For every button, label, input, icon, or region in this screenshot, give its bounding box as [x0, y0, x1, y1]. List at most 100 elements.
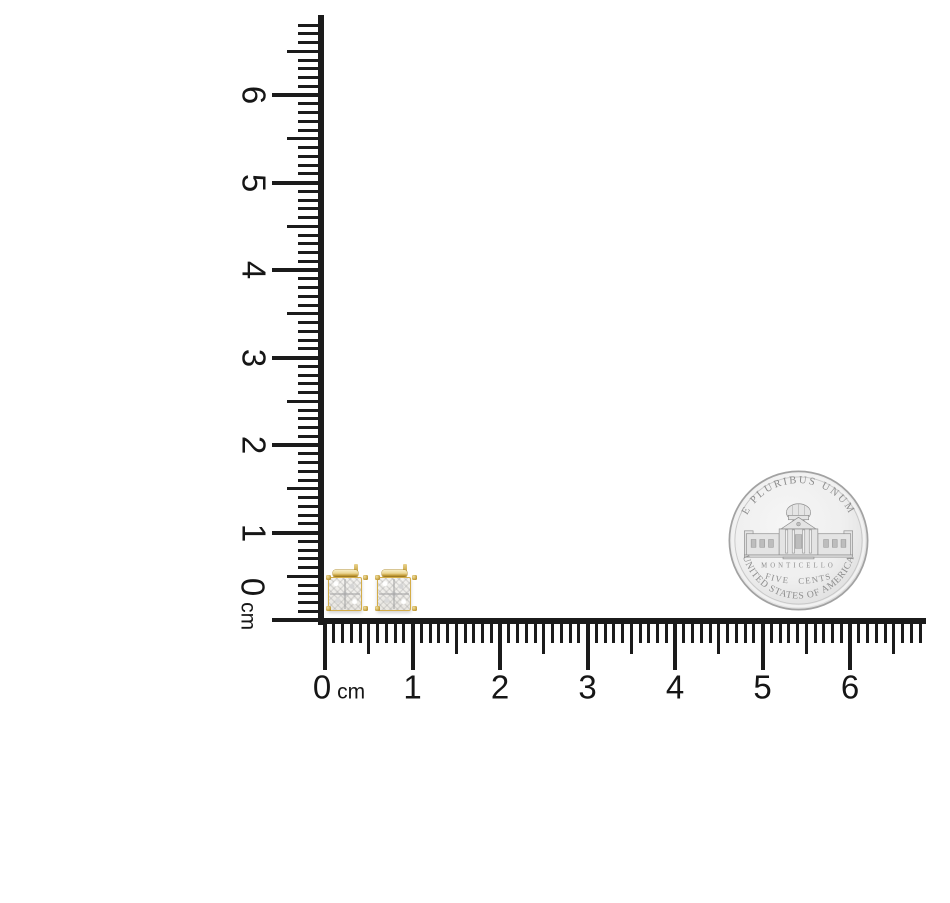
v-ruler-tick	[298, 347, 318, 351]
h-ruler-tick	[638, 624, 642, 643]
v-ruler-tick	[272, 530, 318, 535]
wing-window	[750, 539, 757, 548]
v-ruler-tick	[298, 408, 318, 412]
v-ruler-tick	[298, 294, 318, 298]
h-ruler-tick	[874, 624, 878, 643]
column	[785, 529, 789, 554]
earring-prong	[326, 606, 331, 611]
h-ruler-tick	[726, 624, 729, 643]
h-ruler-tick	[341, 624, 344, 643]
wing-window	[832, 539, 838, 548]
h-ruler-tick	[524, 624, 528, 643]
v-ruler-tick	[298, 522, 318, 526]
v-ruler-tick	[298, 391, 318, 394]
v-ruler-tick	[298, 207, 318, 211]
h-ruler-tick	[796, 624, 799, 643]
v-ruler-tick	[298, 251, 318, 254]
earring-prong	[326, 575, 331, 580]
v-ruler-tick	[298, 76, 318, 79]
v-unit-label: cm	[236, 602, 260, 631]
h-ruler-tick	[323, 624, 327, 670]
v-ruler-label-5: 5	[235, 173, 273, 192]
stud-earring-left	[326, 564, 368, 614]
h-ruler-tick	[621, 624, 624, 643]
h-ruler-tick	[410, 624, 415, 670]
column	[808, 529, 812, 554]
h-ruler-tick	[787, 624, 791, 643]
v-ruler-tick	[298, 539, 318, 543]
v-ruler-tick	[298, 233, 318, 237]
v-ruler-tick	[298, 189, 318, 193]
h-ruler-tick	[454, 624, 458, 654]
earring-top-bar	[382, 570, 407, 577]
h-ruler-tick	[472, 624, 476, 643]
earring-prong	[412, 575, 417, 580]
v-ruler-tick	[298, 426, 318, 429]
earring-prong	[375, 575, 380, 580]
v-ruler-tick	[298, 478, 318, 482]
v-ruler-tick	[298, 548, 318, 552]
v-ruler-tick	[298, 329, 318, 333]
v-ruler-tick	[298, 504, 318, 508]
v-ruler-tick	[298, 601, 318, 604]
h-ruler-tick	[577, 624, 581, 643]
v-ruler-tick	[287, 399, 318, 403]
v-ruler-tick	[298, 592, 318, 596]
v-ruler-tick	[298, 128, 318, 132]
h-ruler-label-3: 3	[578, 668, 597, 706]
v-ruler-label-3: 3	[235, 348, 273, 367]
v-ruler-tick	[287, 49, 318, 53]
h-ruler-tick	[489, 624, 493, 643]
h-ruler-tick	[446, 624, 449, 643]
v-zero-digit: 0	[234, 577, 272, 597]
h-ruler-tick	[769, 624, 773, 643]
h-ruler-tick	[892, 624, 896, 654]
earring-pave-face	[328, 577, 362, 611]
h-ruler-tick	[402, 624, 406, 643]
v-ruler-tick	[287, 137, 318, 141]
v-ruler-tick	[287, 487, 318, 491]
h-ruler-tick	[349, 624, 353, 643]
h-ruler-tick	[603, 624, 607, 643]
stud-earring-right	[375, 564, 417, 614]
svg-text:FIVE CENTS: FIVE CENTS	[764, 571, 833, 586]
v-ruler-tick	[298, 259, 318, 263]
h-ruler-tick	[848, 624, 852, 670]
v-ruler-tick	[298, 242, 318, 246]
v-ruler-label-2: 2	[235, 435, 273, 455]
v-ruler-tick	[272, 93, 318, 97]
h-ruler-tick	[866, 624, 869, 643]
v-ruler-label-1: 1	[235, 523, 273, 542]
h-ruler-tick	[743, 624, 747, 643]
h-ruler-tick	[760, 624, 765, 670]
building-door	[794, 534, 803, 549]
v-ruler-tick	[298, 84, 318, 88]
v-ruler-tick	[298, 102, 318, 106]
horizontal-zero-label: 0 cm	[313, 671, 365, 704]
v-ruler-tick	[298, 469, 318, 473]
v-ruler-tick	[298, 119, 318, 123]
h-ruler-tick	[384, 624, 388, 643]
h-ruler-tick	[358, 624, 362, 643]
h-ruler-tick	[804, 624, 808, 654]
v-ruler-tick	[272, 618, 318, 622]
h-ruler-tick	[585, 624, 590, 670]
h-ruler-label-6: 6	[840, 668, 860, 706]
h-ruler-tick	[559, 624, 563, 643]
monticello-building	[744, 503, 853, 560]
h-ruler-tick	[918, 624, 922, 643]
v-ruler-tick	[298, 338, 318, 342]
h-ruler-tick	[883, 624, 887, 643]
v-ruler-tick	[272, 443, 318, 447]
v-ruler-label-4: 4	[235, 260, 273, 280]
h-ruler-tick	[664, 624, 668, 643]
v-ruler-tick	[298, 364, 318, 368]
v-ruler-tick	[272, 268, 318, 272]
h-unit-label: cm	[337, 680, 366, 704]
h-ruler-tick	[507, 624, 511, 643]
h-ruler-tick	[612, 624, 616, 643]
vertical-zero-label: 0 cm	[234, 577, 272, 631]
h-ruler-tick	[419, 624, 423, 643]
h-ruler-tick	[568, 624, 572, 643]
